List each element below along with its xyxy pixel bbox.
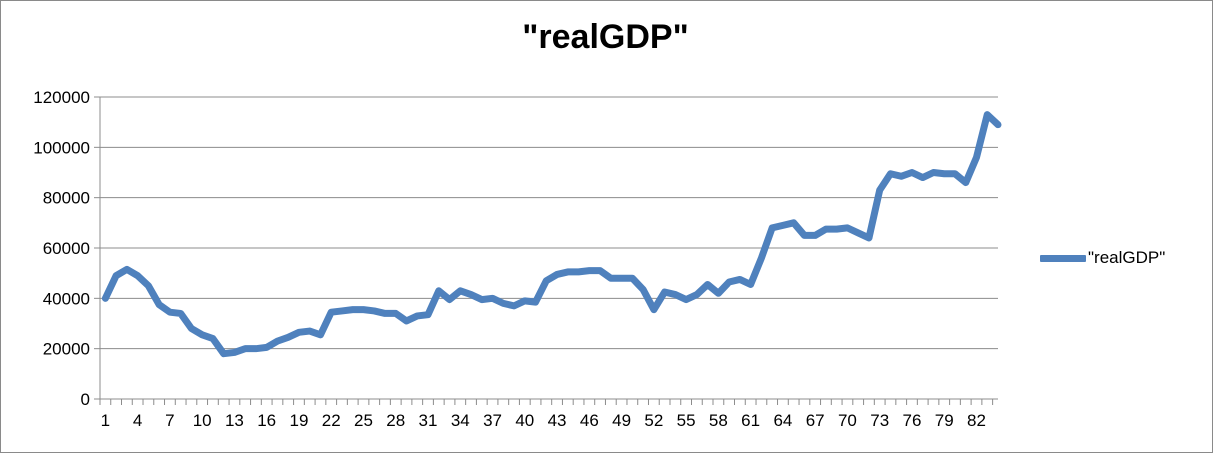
series-group xyxy=(101,111,1002,358)
y-tick-label: 120000 xyxy=(33,88,90,107)
x-tick-label: 25 xyxy=(354,411,373,430)
x-tick-label: 79 xyxy=(935,411,954,430)
y-tick-label: 100000 xyxy=(33,138,90,157)
x-tick-label: 76 xyxy=(903,411,922,430)
x-tick-label: 7 xyxy=(165,411,174,430)
y-tick-label: 60000 xyxy=(43,239,90,258)
x-tick-label: 52 xyxy=(644,411,663,430)
legend-label: "realGDP" xyxy=(1088,248,1166,267)
x-tick-label: 16 xyxy=(257,411,276,430)
y-tick-label: 40000 xyxy=(43,289,90,308)
gridlines xyxy=(100,96,998,350)
x-tick-label: 64 xyxy=(773,411,792,430)
y-tick-label: 80000 xyxy=(43,189,90,208)
x-tick-label: 67 xyxy=(806,411,825,430)
x-tick-label: 46 xyxy=(580,411,599,430)
x-tick-label: 61 xyxy=(741,411,760,430)
x-tick-label: 4 xyxy=(133,411,142,430)
chart-title: "realGDP" xyxy=(522,18,689,56)
x-tick-label: 13 xyxy=(225,411,244,430)
x-tick-label: 58 xyxy=(709,411,728,430)
x-tick-label: 43 xyxy=(548,411,567,430)
x-tick-label: 19 xyxy=(289,411,308,430)
x-tick-label: 70 xyxy=(838,411,857,430)
x-tick-label: 73 xyxy=(870,411,889,430)
y-tick-label: 0 xyxy=(81,390,90,409)
x-tick-label: 55 xyxy=(677,411,696,430)
x-tick-label: 10 xyxy=(193,411,212,430)
y-axis-ticks: 0 20000 40000 60000 80000 100000 120000 xyxy=(33,88,100,409)
legend-swatch xyxy=(1040,254,1086,262)
x-tick-label: 1 xyxy=(101,411,110,430)
x-tick-label: 31 xyxy=(419,411,438,430)
x-tick-label: 28 xyxy=(386,411,405,430)
x-tick-label: 49 xyxy=(612,411,631,430)
x-tick-label: 34 xyxy=(451,411,470,430)
x-tick-label: 40 xyxy=(515,411,534,430)
x-tick-label: 22 xyxy=(322,411,341,430)
y-tick-label: 20000 xyxy=(43,340,90,359)
series-line-realgdp xyxy=(101,111,1002,358)
x-tick-label: 37 xyxy=(483,411,502,430)
x-axis-ticks: 1 4 7 10 13 16 19 22 25 28 31 34 37 40 43 46 49 52 55 58 61 6… xyxy=(99,399,994,430)
legend: "realGDP" xyxy=(1040,248,1165,268)
x-tick-label: 82 xyxy=(967,411,986,430)
